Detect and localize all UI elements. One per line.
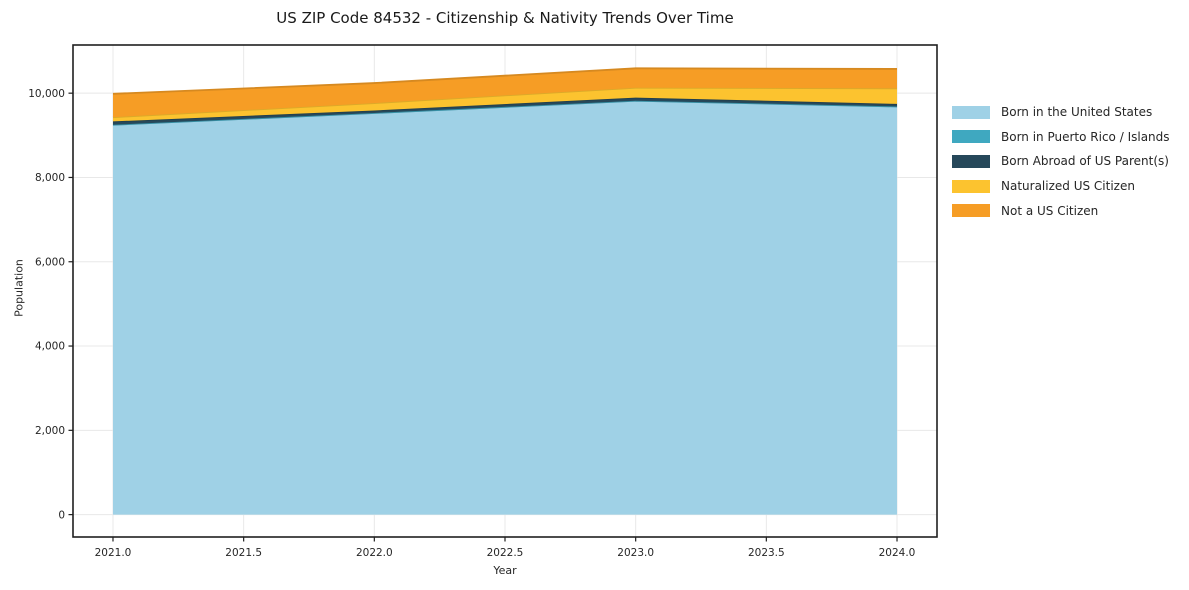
legend-swatch <box>952 179 990 193</box>
legend-item: Born Abroad of US Parent(s) <box>952 149 1170 174</box>
area-born-in-the-united-states <box>112 100 898 515</box>
area-not-a-us-citizen <box>112 68 898 118</box>
y-axis-label: Population <box>12 259 26 317</box>
legend-item: Not a US Citizen <box>952 198 1170 223</box>
legend-item: Born in the United States <box>952 100 1170 125</box>
x-tick-label: 2022.5 <box>487 547 524 559</box>
legend: Born in the United States Born in Puerto… <box>952 100 1170 223</box>
chart-title: US ZIP Code 84532 - Citizenship & Nativi… <box>276 9 734 27</box>
x-tick-label: 2021.5 <box>225 547 262 559</box>
x-tick-label: 2023.5 <box>748 547 785 559</box>
legend-label: Born in the United States <box>1001 105 1153 120</box>
y-tick-label: 2,000 <box>35 425 65 437</box>
legend-swatch <box>952 130 990 144</box>
x-axis-label: Year <box>493 564 517 577</box>
y-tick-label: 6,000 <box>35 256 65 268</box>
x-tick-label: 2023.0 <box>617 547 654 559</box>
x-tick-label: 2024.0 <box>879 547 916 559</box>
y-tick-label: 8,000 <box>35 172 65 184</box>
x-tick-label: 2021.0 <box>95 547 132 559</box>
legend-label: Not a US Citizen <box>1001 203 1099 218</box>
legend-swatch <box>952 154 990 168</box>
legend-item: Naturalized US Citizen <box>952 174 1170 199</box>
edge-not-a-us-citizen <box>112 67 898 95</box>
y-tick-label: 10,000 <box>28 88 65 100</box>
legend-label: Born in Puerto Rico / Islands <box>1001 129 1170 144</box>
y-tick-label: 0 <box>58 509 65 521</box>
legend-item: Born in Puerto Rico / Islands <box>952 125 1170 150</box>
y-tick-label: 4,000 <box>35 341 65 353</box>
legend-label: Naturalized US Citizen <box>1001 179 1135 194</box>
area-naturalized-us-citizen <box>112 87 898 122</box>
legend-swatch <box>952 204 990 218</box>
legend-label: Born Abroad of US Parent(s) <box>1001 154 1169 169</box>
x-tick-label: 2022.0 <box>356 547 393 559</box>
legend-swatch <box>952 105 990 119</box>
